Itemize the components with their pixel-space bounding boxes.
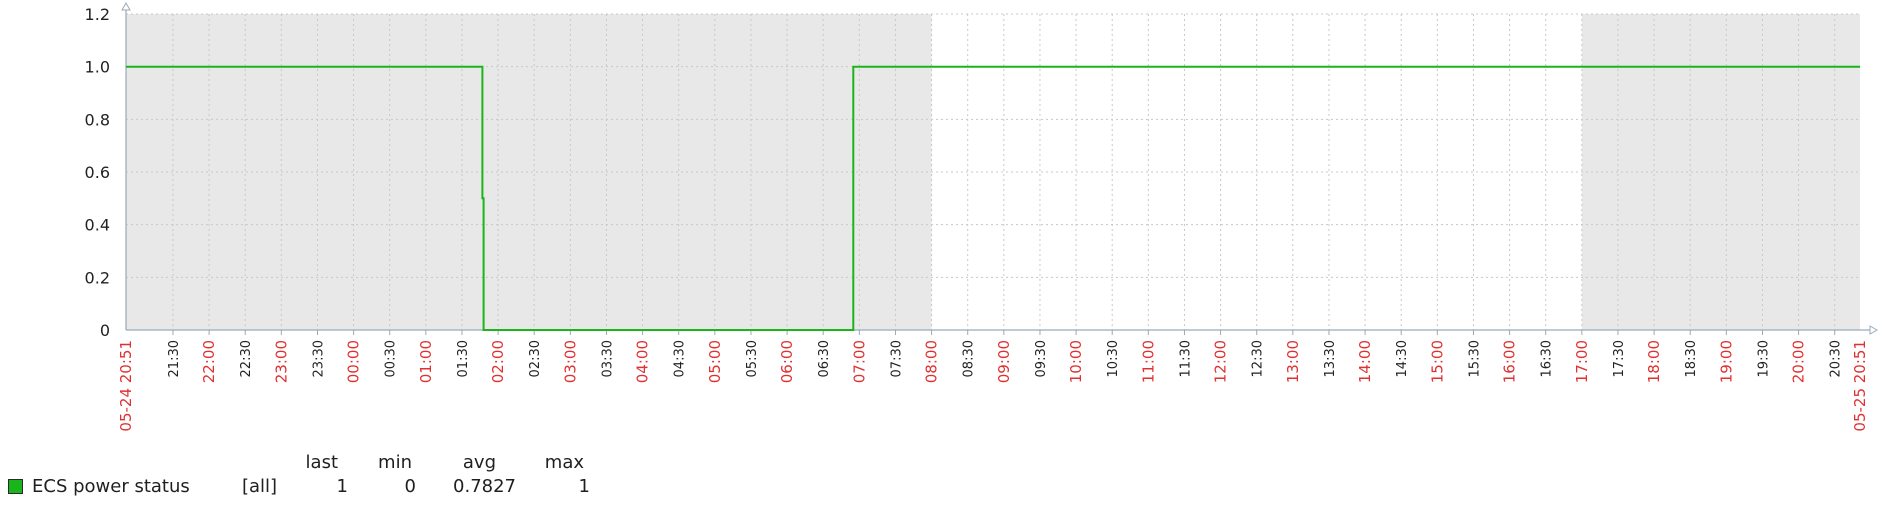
- y-tick-label: 1.0: [85, 58, 110, 77]
- x-tick-label: 11:30: [1178, 340, 1193, 377]
- x-tick-label: 10:30: [1106, 340, 1121, 377]
- y-axis-arrow: [121, 1, 131, 11]
- x-tick-label: 16:00: [1501, 340, 1519, 383]
- x-tick-label: 07:00: [850, 340, 868, 383]
- x-tick-label: 15:30: [1467, 340, 1482, 377]
- x-tick-label: 08:30: [962, 340, 977, 377]
- x-tick-label: 19:00: [1717, 340, 1735, 383]
- x-tick-label: 17:00: [1573, 340, 1591, 383]
- x-tick-label: 19:30: [1756, 340, 1771, 377]
- x-tick-label: 04:00: [634, 340, 652, 383]
- x-tick-label: 23:30: [311, 340, 326, 377]
- x-tick-label: 20:00: [1790, 340, 1808, 383]
- x-tick-label: 07:30: [889, 340, 904, 377]
- x-tick-label: 09:00: [995, 340, 1013, 383]
- x-tick-label: 11:00: [1139, 340, 1157, 383]
- x-tick-label: 05:00: [706, 340, 724, 383]
- legend-item-name: ECS power status: [32, 476, 190, 497]
- x-tick-label: 02:00: [489, 340, 507, 383]
- x-tick-label: 22:00: [200, 340, 218, 383]
- x-tick-label: 09:30: [1034, 340, 1049, 377]
- x-tick-label: 00:00: [345, 340, 363, 383]
- x-tick-label: 23:00: [272, 340, 290, 383]
- x-tick-label: 01:30: [456, 340, 471, 377]
- x-tick-label: 12:00: [1212, 340, 1230, 383]
- x-tick-label: 05:30: [745, 340, 760, 377]
- x-tick-label: 14:30: [1395, 340, 1410, 377]
- x-tick-label: 03:30: [600, 340, 615, 377]
- x-tick-label: 18:00: [1645, 340, 1663, 383]
- x-tick-label: 18:30: [1684, 340, 1699, 377]
- x-tick-label: 22:30: [239, 340, 254, 377]
- x-tick-label: 12:30: [1251, 340, 1266, 377]
- legend-swatch: [8, 479, 23, 494]
- x-tick-label: 13:30: [1323, 340, 1338, 377]
- x-tick-label: 06:00: [778, 340, 796, 383]
- x-start-label: 05-24 20:51: [117, 340, 135, 432]
- x-end-label: 05-25 20:51: [1851, 340, 1869, 432]
- legend-header-last: last: [305, 452, 338, 473]
- x-tick-label: 20:30: [1829, 340, 1844, 377]
- legend-header-avg: avg: [462, 452, 496, 473]
- x-tick-label: 10:00: [1067, 340, 1085, 383]
- legend-header-min: min: [378, 452, 412, 473]
- legend-header-max: max: [544, 452, 584, 473]
- legend: last min avg max ECS power status [all] …: [8, 452, 628, 502]
- y-tick-label: 0.4: [85, 216, 110, 235]
- x-tick-label: 14:00: [1356, 340, 1374, 383]
- legend-item-avg: 0.7827: [453, 476, 516, 497]
- y-tick-label: 0.2: [85, 268, 110, 287]
- series-line: [126, 65, 1860, 331]
- x-tick-label: 17:30: [1612, 340, 1627, 377]
- y-tick-label: 1.2: [85, 5, 110, 24]
- x-tick-label: 03:00: [561, 340, 579, 383]
- x-tick-label: 13:00: [1284, 340, 1302, 383]
- x-tick-label: 02:30: [528, 340, 543, 377]
- legend-item-min: 0: [404, 476, 416, 497]
- shaded-period: [1581, 14, 1860, 330]
- legend-item-last: 1: [336, 476, 348, 497]
- x-tick-label: 00:30: [384, 340, 399, 377]
- x-tick-label: 16:30: [1540, 340, 1555, 377]
- legend-item-max: 1: [578, 476, 590, 497]
- y-tick-label: 0: [100, 321, 110, 340]
- y-tick-label: 0.8: [85, 110, 110, 129]
- x-tick-label: 01:00: [417, 340, 435, 383]
- x-axis-arrow: [1869, 325, 1879, 335]
- x-tick-label: 04:30: [673, 340, 688, 377]
- x-tick-label: 08:00: [923, 340, 941, 383]
- x-tick-label: 15:00: [1428, 340, 1446, 383]
- y-tick-label: 0.6: [85, 163, 110, 182]
- legend-item-function: [all]: [242, 476, 278, 497]
- x-tick-label: 21:30: [167, 340, 182, 377]
- x-tick-label: 06:30: [817, 340, 832, 377]
